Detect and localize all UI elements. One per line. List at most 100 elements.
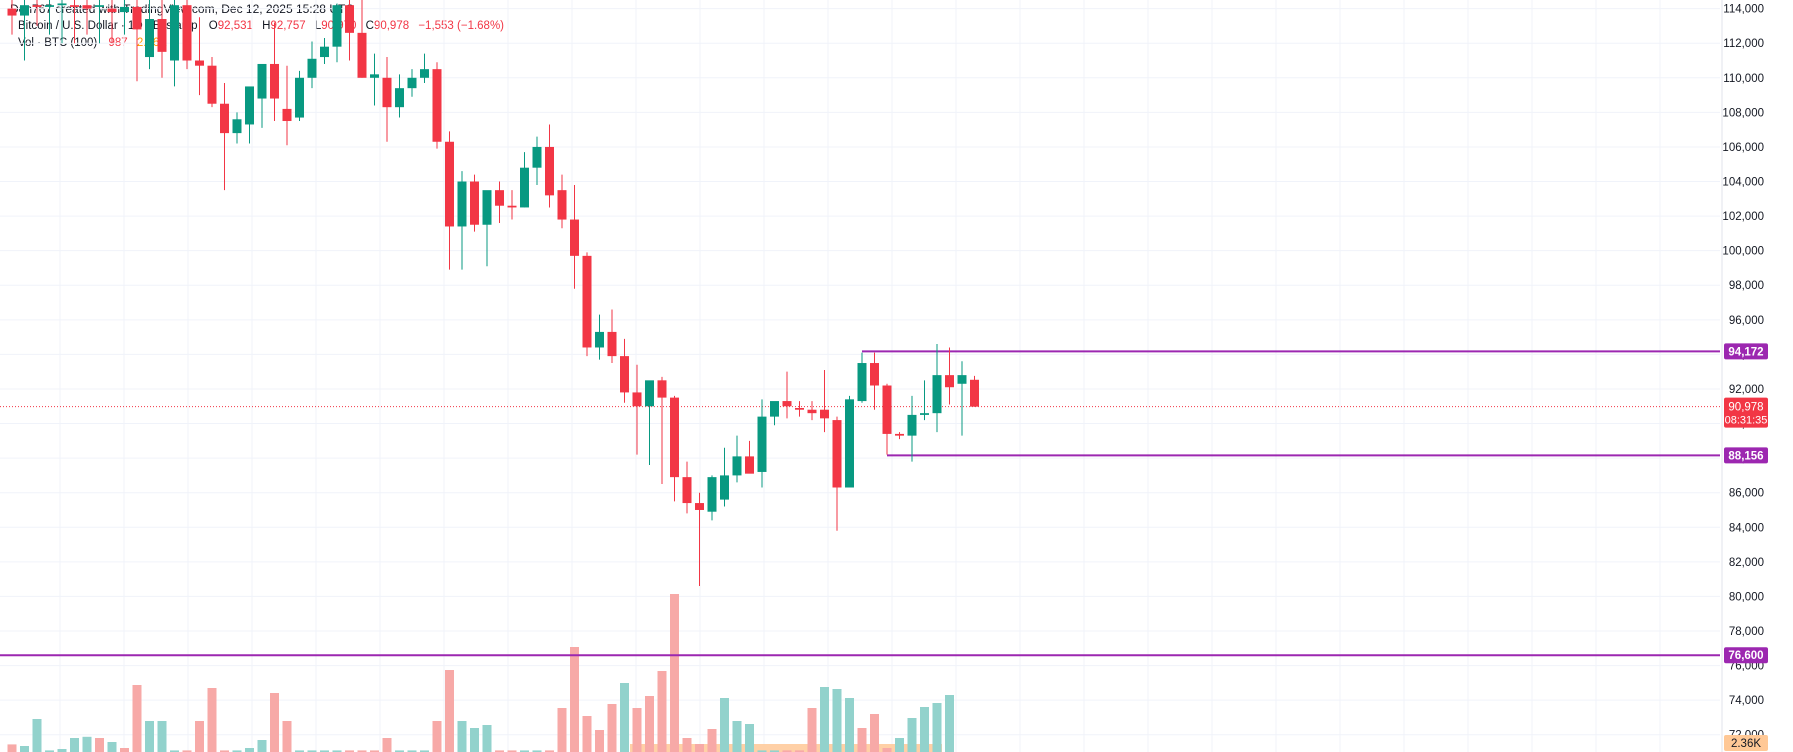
volume-bar bbox=[645, 696, 654, 752]
volume-bar bbox=[520, 750, 529, 752]
volume-bar bbox=[820, 687, 829, 752]
candle-body bbox=[607, 331, 617, 357]
candle-body bbox=[170, 5, 179, 61]
candle-body bbox=[120, 6, 129, 13]
volume-bar bbox=[95, 738, 104, 752]
candle-body bbox=[895, 433, 904, 436]
candle-body bbox=[920, 413, 929, 415]
volume-bar bbox=[807, 708, 817, 752]
horizontal-levels[interactable] bbox=[0, 350, 1720, 657]
candle-body bbox=[270, 63, 279, 99]
last-price-label: 90,978 bbox=[1728, 402, 1763, 414]
volume-bar bbox=[157, 721, 167, 752]
candle-body bbox=[357, 32, 367, 78]
candle-body bbox=[732, 456, 742, 476]
y-axis-tick-label: 108,000 bbox=[1722, 107, 1764, 119]
candle-body bbox=[720, 475, 729, 500]
candle-body bbox=[295, 77, 304, 118]
last-price-label-bg bbox=[1724, 397, 1768, 428]
candle-body bbox=[670, 397, 679, 478]
volume-bar bbox=[445, 670, 454, 752]
volume-bar bbox=[707, 729, 717, 752]
candle-body bbox=[395, 88, 404, 108]
volume-bar bbox=[507, 750, 517, 752]
volume-bar bbox=[407, 750, 417, 752]
candle-body bbox=[445, 141, 454, 227]
candle-body bbox=[282, 108, 292, 122]
candle-body bbox=[220, 103, 229, 134]
volume-bar bbox=[182, 750, 192, 752]
volume-bar bbox=[370, 750, 379, 752]
price-axis[interactable]: 72,00074,00076,00078,00080,00082,00084,0… bbox=[1722, 4, 1764, 742]
candle-body bbox=[795, 407, 804, 410]
candle-body bbox=[682, 477, 692, 504]
candle-body bbox=[645, 380, 654, 407]
ohlc-close: C90,978 bbox=[365, 20, 410, 32]
volume-bar bbox=[870, 714, 879, 752]
volume-bar bbox=[357, 750, 367, 752]
candle-body bbox=[57, 3, 67, 6]
candle-body bbox=[832, 420, 842, 488]
volume-ma-label-bg bbox=[1724, 735, 1768, 751]
volume-bar bbox=[45, 750, 54, 752]
volume-bar bbox=[207, 688, 217, 752]
volume-bar bbox=[932, 703, 942, 752]
level-price-label-bg bbox=[1724, 447, 1768, 464]
candle-body bbox=[232, 119, 242, 134]
level-price-label: 76,600 bbox=[1728, 650, 1763, 662]
y-axis-tick-label: 74,000 bbox=[1729, 695, 1764, 707]
candle-body bbox=[970, 379, 979, 407]
candles bbox=[7, 0, 979, 587]
volume-bar bbox=[320, 750, 329, 752]
candle-body bbox=[770, 401, 779, 417]
candle-body bbox=[182, 5, 192, 61]
volume-bar bbox=[270, 693, 279, 752]
volume-bar bbox=[420, 750, 429, 752]
y-axis-tick-label: 92,000 bbox=[1729, 384, 1764, 396]
volume-bar bbox=[595, 730, 604, 752]
volume-bar bbox=[732, 721, 742, 752]
candle-body bbox=[657, 380, 667, 398]
volume-bar bbox=[345, 750, 354, 752]
volume-bar bbox=[482, 725, 492, 752]
volume-bar bbox=[382, 738, 392, 752]
volume-bar bbox=[845, 698, 854, 752]
volume-bar bbox=[832, 689, 842, 752]
y-axis-tick-label: 80,000 bbox=[1729, 591, 1764, 603]
candle-body bbox=[820, 409, 829, 419]
y-axis-tick-label: 100,000 bbox=[1722, 246, 1764, 258]
candle-body bbox=[82, 5, 92, 9]
volume-bar bbox=[120, 748, 129, 752]
candle-body bbox=[845, 399, 854, 488]
candle-body bbox=[195, 60, 204, 66]
volume-bar bbox=[695, 744, 704, 752]
candle-body bbox=[45, 5, 54, 7]
candle-body bbox=[20, 5, 29, 16]
candle-body bbox=[745, 456, 754, 474]
candle-body bbox=[882, 385, 892, 434]
volume-bar bbox=[770, 750, 779, 752]
volume-bar bbox=[882, 748, 892, 752]
volume-bar bbox=[307, 750, 317, 752]
y-axis-tick-label: 96,000 bbox=[1729, 315, 1764, 327]
candle-body bbox=[70, 5, 79, 7]
candle-body bbox=[632, 392, 642, 407]
volume-bar bbox=[70, 738, 79, 752]
volume-bar bbox=[170, 750, 179, 752]
y-axis-tick-label: 84,000 bbox=[1729, 522, 1764, 534]
candle-body bbox=[207, 65, 217, 104]
volume-bar bbox=[757, 750, 767, 752]
volume-bar bbox=[132, 685, 142, 752]
volume-ma-label: 2.36K bbox=[1731, 738, 1761, 750]
candle-body bbox=[345, 5, 354, 33]
candle-body bbox=[957, 375, 967, 384]
candle-body bbox=[482, 190, 492, 225]
volume-bar bbox=[245, 748, 254, 752]
volume-bar bbox=[282, 721, 292, 752]
volume-bar bbox=[920, 707, 929, 752]
candle-body bbox=[407, 77, 417, 89]
candle-body bbox=[595, 331, 604, 348]
level-price-label-bg bbox=[1724, 647, 1768, 664]
candle-body bbox=[495, 190, 504, 206]
